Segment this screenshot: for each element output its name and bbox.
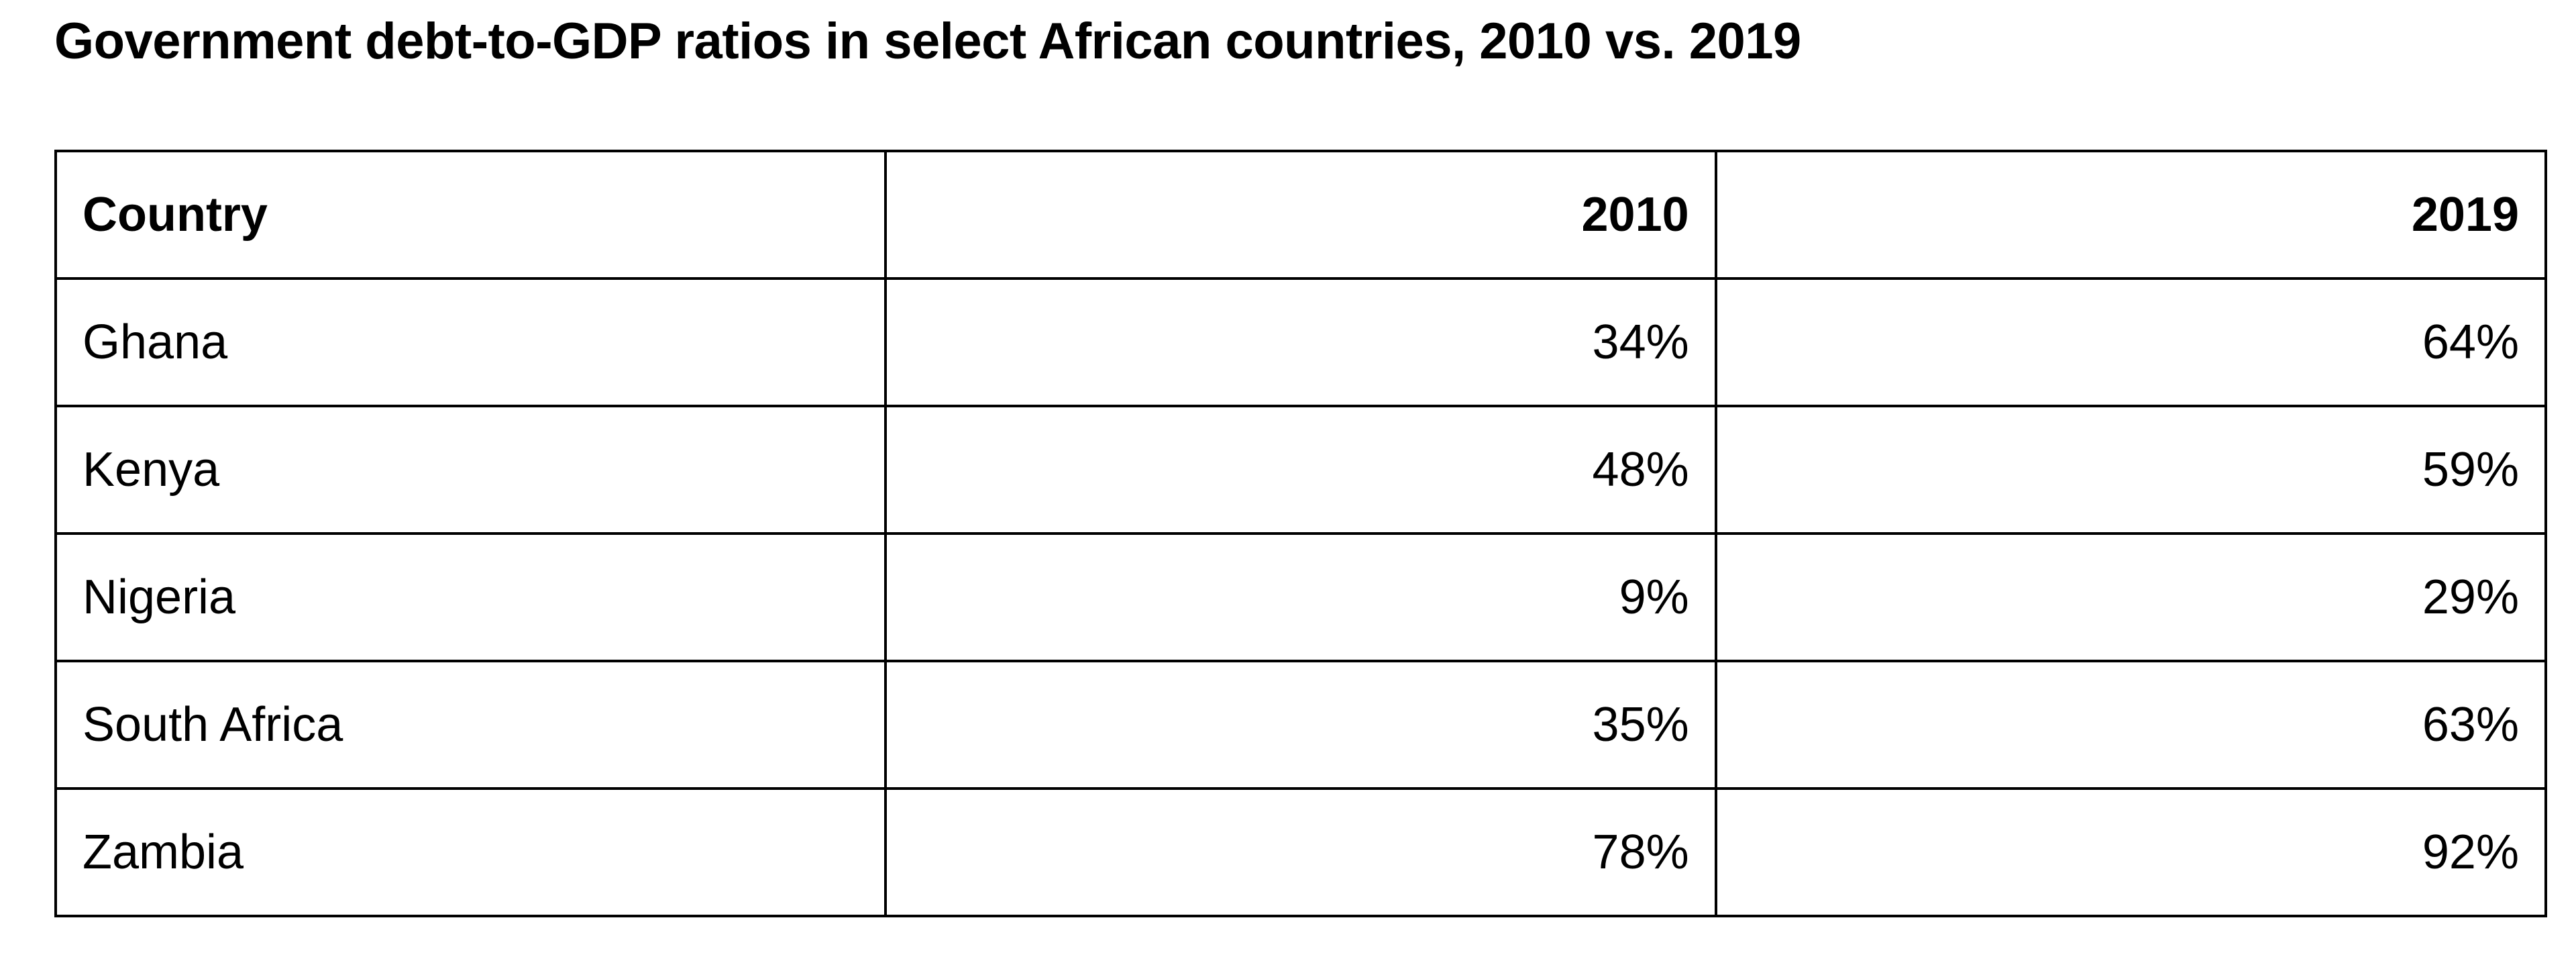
- country-cell: Zambia: [54, 787, 888, 917]
- header-row: Country 2010 2019: [54, 150, 2548, 280]
- table-row: Ghana 34% 64%: [54, 277, 2548, 407]
- value-cell: 34%: [884, 277, 1717, 407]
- data-table: Country 2010 2019 Ghana 34% 64% Kenya 48% 59% Ni…: [54, 150, 2548, 917]
- header-cell: 2019: [1714, 150, 2548, 280]
- table-head: Country 2010 2019: [54, 150, 2548, 280]
- table-row: South Africa 35% 63%: [54, 660, 2548, 790]
- value-cell: 63%: [1714, 660, 2548, 790]
- country-cell: Kenya: [54, 405, 888, 535]
- value-cell: 35%: [884, 660, 1717, 790]
- value-cell: 29%: [1714, 532, 2548, 662]
- value-cell: 64%: [1714, 277, 2548, 407]
- table-row: Zambia 78% 92%: [54, 787, 2548, 917]
- table-body: Ghana 34% 64% Kenya 48% 59% Nigeria 9% 29% South …: [54, 277, 2548, 917]
- table-row: Nigeria 9% 29%: [54, 532, 2548, 662]
- country-cell: Nigeria: [54, 532, 888, 662]
- value-cell: 59%: [1714, 405, 2548, 535]
- value-cell: 48%: [884, 405, 1717, 535]
- country-cell: South Africa: [54, 660, 888, 790]
- country-cell: Ghana: [54, 277, 888, 407]
- table-row: Kenya 48% 59%: [54, 405, 2548, 535]
- table-title: Government debt-to-GDP ratios in select …: [54, 13, 1801, 70]
- value-cell: 78%: [884, 787, 1717, 917]
- value-cell: 9%: [884, 532, 1717, 662]
- header-cell: Country: [54, 150, 888, 280]
- value-cell: 92%: [1714, 787, 2548, 917]
- header-cell: 2010: [884, 150, 1717, 280]
